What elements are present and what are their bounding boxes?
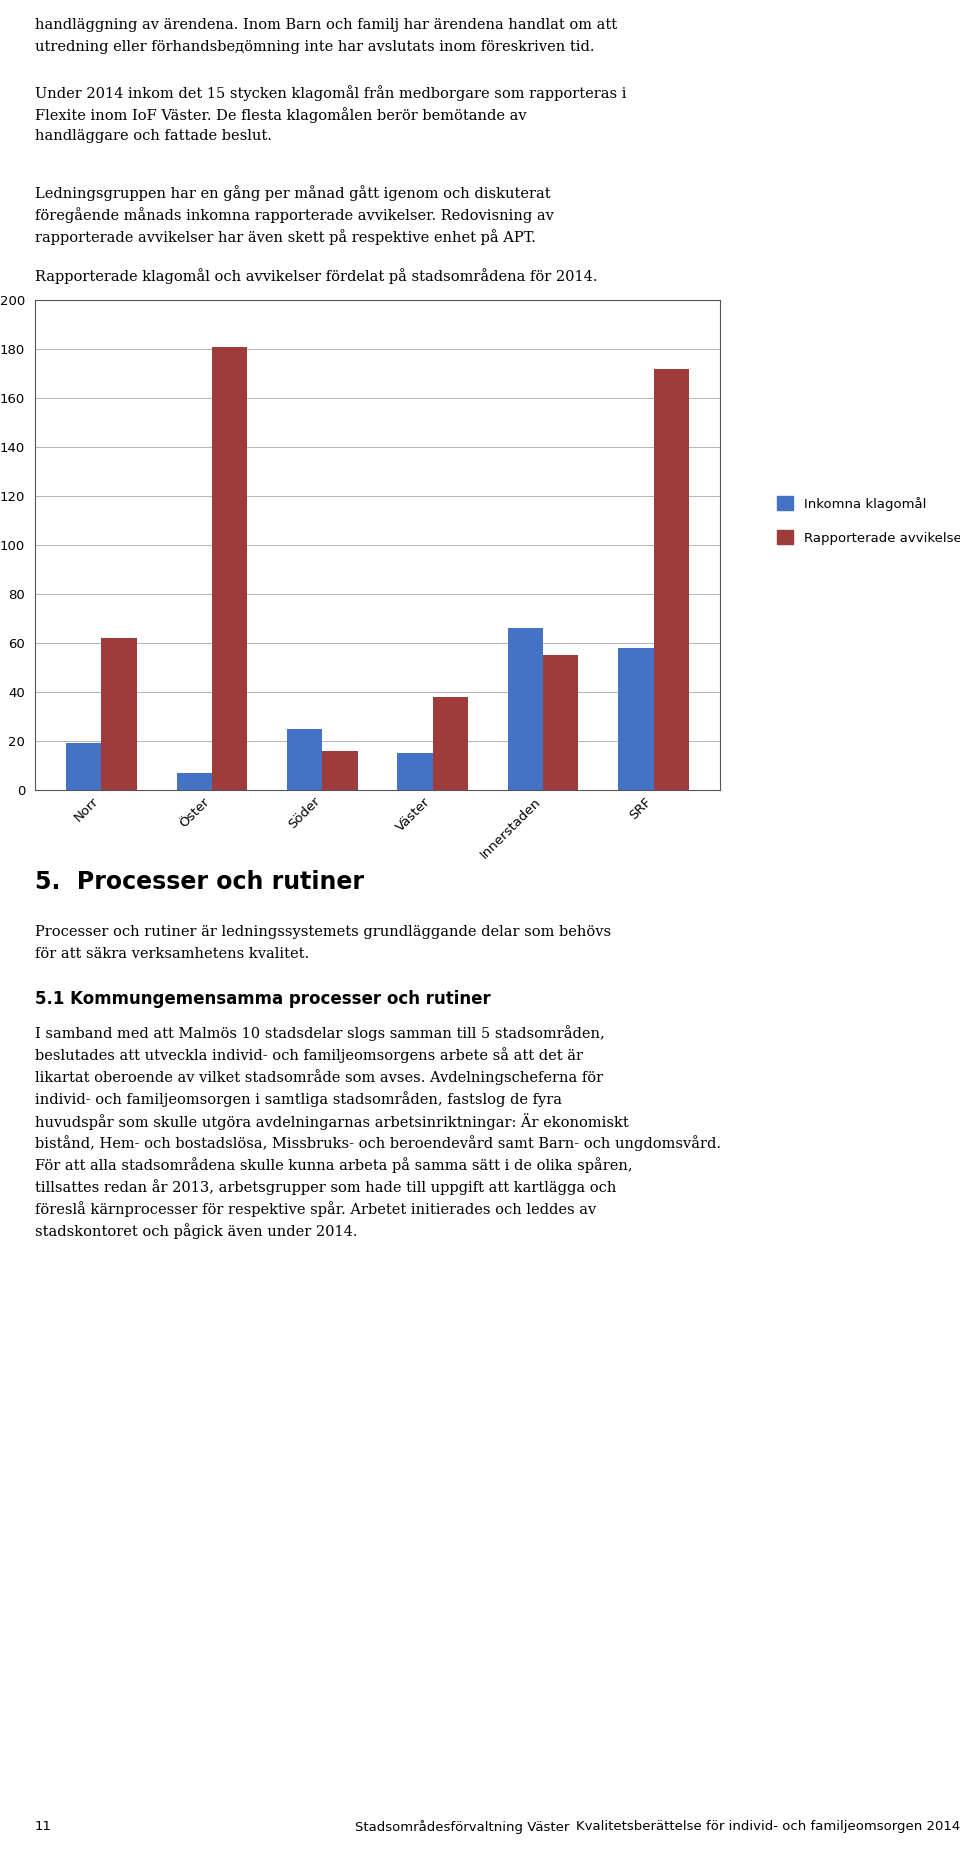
Bar [66, 744, 102, 790]
Text: Under 2014 inkom det 15 stycken klagomål från medborgare som rapporteras i: Under 2014 inkom det 15 stycken klagomål… [35, 85, 627, 102]
Bar [287, 729, 323, 790]
Text: föreslå kärnprocesser för respektive spår. Arbetet initierades och leddes av: föreslå kärnprocesser för respektive spå… [35, 1201, 596, 1217]
Text: individ- och familjeomsorgen i samtliga stadsområden, fastslog de fyra: individ- och familjeomsorgen i samtliga … [35, 1092, 562, 1106]
Text: utredning eller förhandsbедömning inte har avslutats inom föreskriven tid.: utredning eller förhandsbедömning inte h… [35, 41, 594, 54]
Text: beslutades att utveckla individ- och familjeomsorgens arbete så att det är: beslutades att utveckla individ- och fam… [35, 1047, 583, 1064]
Text: Rapporterade klagomål och avvikelser fördelat på stadsområdena för 2014.: Rapporterade klagomål och avvikelser för… [35, 268, 597, 283]
Text: föregående månads inkomna rapporterade avvikelser. Redovisning av: föregående månads inkomna rapporterade a… [35, 207, 554, 222]
Text: I samband med att Malmös 10 stadsdelar slogs samman till 5 stadsområden,: I samband med att Malmös 10 stadsdelar s… [35, 1025, 605, 1042]
Text: 11: 11 [35, 1820, 52, 1833]
Bar [212, 346, 248, 790]
Text: bistånd, Hem- och bostadslösa, Missbruks- och beroendevård samt Barn- och ungdom: bistånd, Hem- och bostadslösa, Missbruks… [35, 1136, 721, 1151]
Text: Processer och rutiner är ledningssystemets grundläggande delar som behövs: Processer och rutiner är ledningssysteme… [35, 925, 612, 940]
Text: för att säkra verksamhetens kvalitet.: för att säkra verksamhetens kvalitet. [35, 947, 309, 960]
Text: handläggning av ärendena. Inom Barn och familj har ärendena handlat om att: handläggning av ärendena. Inom Barn och … [35, 18, 617, 31]
Bar [397, 753, 433, 790]
Text: Kvalitetsberättelse för individ- och familjeomsorgen 2014: Kvalitetsberättelse för individ- och fam… [576, 1820, 960, 1833]
Text: 5.  Processer och rutiner: 5. Processer och rutiner [35, 870, 364, 894]
Bar [508, 629, 543, 790]
Bar [543, 655, 579, 790]
Bar [433, 697, 468, 790]
Text: likartat oberoende av vilket stadsområde som avses. Avdelningscheferna för: likartat oberoende av vilket stadsområde… [35, 1069, 603, 1084]
Bar [323, 751, 358, 790]
Text: handläggare och fattade beslut.: handläggare och fattade beslut. [35, 130, 272, 142]
Text: Flexite inom IoF Väster. De flesta klagomålen berör bemötande av: Flexite inom IoF Väster. De flesta klago… [35, 107, 527, 122]
Legend: Inkomna klagomål, Rapporterade avvikelser: Inkomna klagomål, Rapporterade avvikelse… [771, 490, 960, 551]
Text: tillsattes redan år 2013, arbetsgrupper som hade till uppgift att kartlägga och: tillsattes redan år 2013, arbetsgrupper … [35, 1178, 616, 1195]
Text: stadskontoret och pågick även under 2014.: stadskontoret och pågick även under 2014… [35, 1223, 357, 1240]
Bar [654, 368, 689, 790]
Text: huvudspår som skulle utgöra avdelningarnas arbetsinriktningar: Är ekonomiskt: huvudspår som skulle utgöra avdelningarn… [35, 1114, 629, 1130]
Bar [177, 773, 212, 790]
Text: 5.1 Kommungemensamma processer och rutiner: 5.1 Kommungemensamma processer och rutin… [35, 990, 491, 1008]
Bar [102, 638, 137, 790]
Text: För att alla stadsområdena skulle kunna arbeta på samma sätt i de olika spåren,: För att alla stadsområdena skulle kunna … [35, 1156, 633, 1173]
Text: rapporterade avvikelser har även skett på respektive enhet på APT.: rapporterade avvikelser har även skett p… [35, 229, 536, 244]
Bar [618, 648, 654, 790]
Text: Stadsområdesförvaltning Väster: Stadsområdesförvaltning Väster [355, 1820, 569, 1833]
Text: Ledningsgruppen har en gång per månad gått igenom och diskuterat: Ledningsgruppen har en gång per månad gå… [35, 185, 551, 202]
